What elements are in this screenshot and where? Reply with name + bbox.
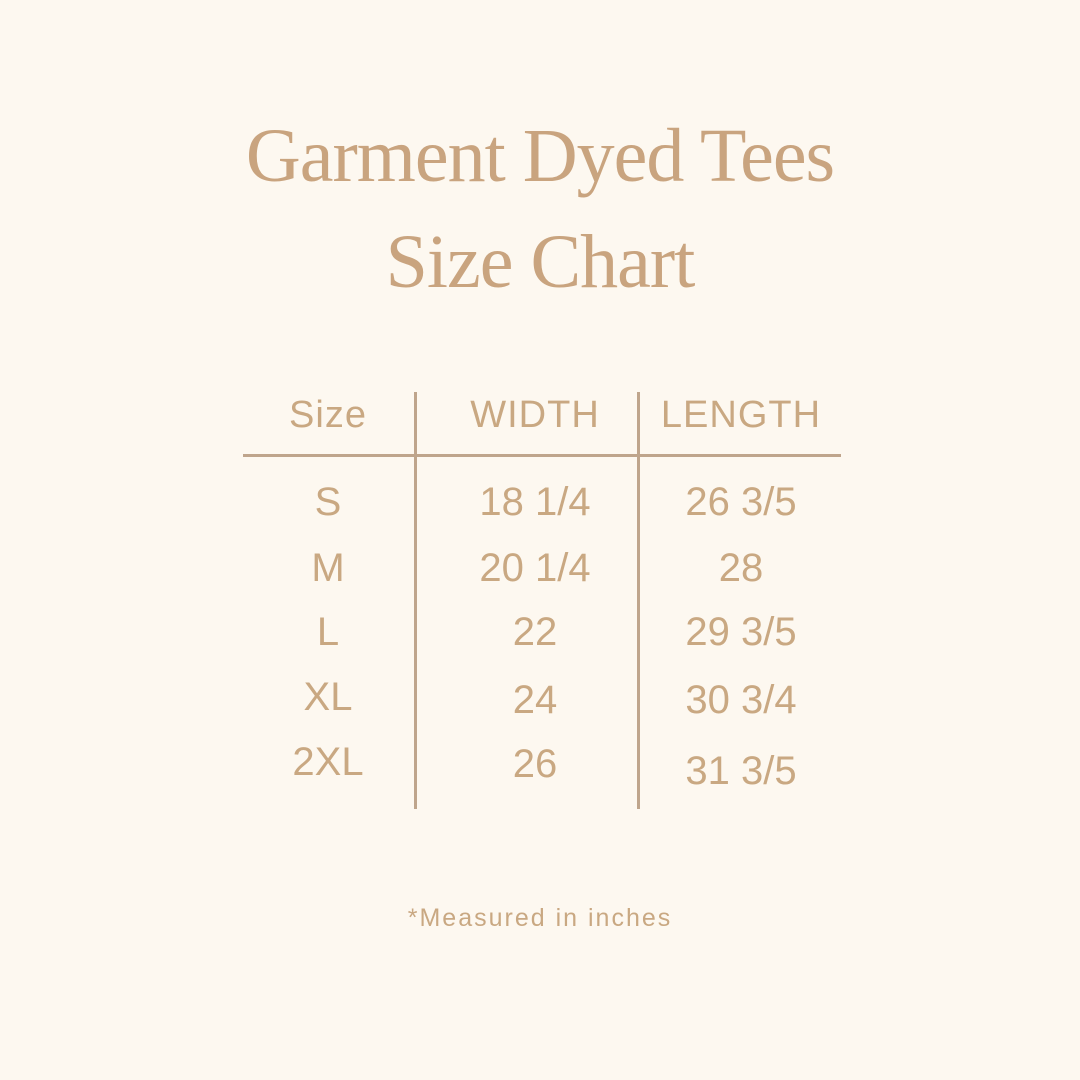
header-width: WIDTH [470, 394, 600, 436]
cell-length: 31 3/5 [685, 749, 797, 793]
cell-width: 26 [512, 742, 558, 786]
title-line-2: Size Chart [385, 220, 696, 304]
column-divider-2 [637, 392, 640, 809]
cell-width: 24 [512, 678, 558, 722]
cell-length: 28 [718, 546, 764, 590]
cell-width: 18 1/4 [479, 480, 591, 524]
header-size: Size [289, 394, 367, 436]
header-length: LENGTH [660, 394, 822, 436]
cell-length: 30 3/4 [685, 678, 797, 722]
column-divider-1 [414, 392, 417, 809]
footnote: *Measured in inches [407, 904, 673, 932]
title-line-1: Garment Dyed Tees [245, 114, 835, 198]
cell-width: 22 [512, 610, 558, 654]
cell-size: S [314, 480, 342, 524]
cell-size: 2XL [292, 740, 364, 784]
header-divider [243, 454, 841, 457]
cell-size: L [316, 610, 340, 654]
cell-size: M [311, 546, 345, 590]
cell-size: XL [303, 675, 353, 719]
cell-width: 20 1/4 [479, 546, 591, 590]
cell-length: 29 3/5 [685, 610, 797, 654]
cell-length: 26 3/5 [685, 480, 797, 524]
